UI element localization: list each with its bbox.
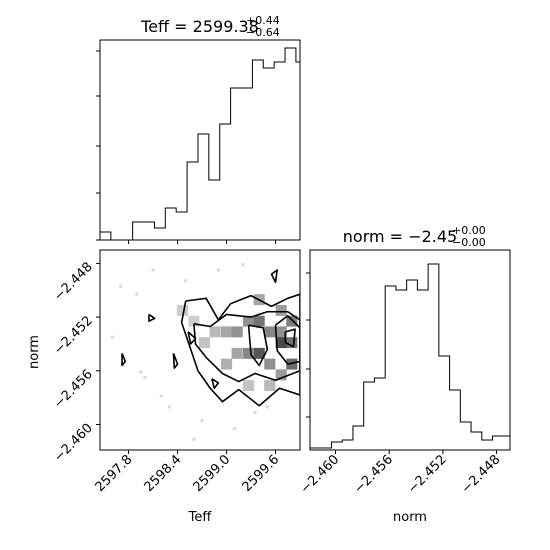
joint-density-xticks: 2597.8 2598.4 2599.0 2599.6 <box>93 450 283 495</box>
sample-point <box>143 376 147 380</box>
ytick-label: −2.452 <box>51 313 96 358</box>
density-cell <box>286 358 298 370</box>
density-cell <box>220 358 233 370</box>
norm-histogram-title: norm = −2.45 <box>343 227 457 246</box>
density-cell <box>198 337 211 349</box>
teff-histogram-xticks <box>128 240 277 244</box>
density-cell <box>243 380 255 392</box>
sample-point <box>253 410 257 414</box>
xtick-label: 2597.8 <box>93 452 136 495</box>
norm-title-main: norm = −2.45 <box>343 227 457 246</box>
xtick-label: −2.456 <box>351 452 396 497</box>
teff-title-main: Teff = 2599.38 <box>140 17 259 36</box>
teff-histogram-title: Teff = 2599.38 <box>140 17 259 36</box>
norm-histogram-xticks: −2.460 −2.456 −2.452 −2.448 <box>298 450 504 497</box>
density-cell <box>253 347 265 359</box>
sample-point <box>192 437 196 441</box>
teff-title-sup: +0.44 <box>246 14 280 27</box>
sample-point <box>151 268 155 272</box>
teff-histogram-panel: Teff = 2599.38 +0.44 −0.64 <box>96 14 301 244</box>
joint-density-xlabel: Teff <box>188 510 213 525</box>
density-cell <box>176 304 188 316</box>
density-cell <box>264 358 276 370</box>
density-cell <box>220 326 233 338</box>
contour-line <box>172 353 179 369</box>
norm-title-sup: +0.00 <box>452 224 486 237</box>
sample-points <box>110 263 269 441</box>
norm-title-sub: −0.00 <box>452 236 486 249</box>
xtick-label: 2599.0 <box>191 452 234 495</box>
joint-density-yticks: −2.448 −2.452 −2.456 −2.460 <box>51 260 100 466</box>
ytick-label: −2.460 <box>51 421 96 466</box>
contour-line <box>187 331 197 345</box>
density-cell <box>264 380 276 392</box>
contour-line <box>274 314 300 365</box>
density-cell <box>275 326 287 338</box>
contour-line <box>284 328 296 348</box>
density-cell <box>243 315 255 327</box>
teff-title-sub: −0.64 <box>246 26 280 39</box>
norm-histogram-xlabel: norm <box>393 510 427 525</box>
joint-density-frame <box>99 249 301 451</box>
contour-line <box>211 378 220 390</box>
contour-line <box>121 353 127 367</box>
sample-point <box>159 394 163 398</box>
density-cells <box>176 294 298 392</box>
sample-point <box>118 284 122 288</box>
teff-histogram-frame <box>99 39 301 241</box>
sample-point <box>216 268 220 272</box>
sample-point <box>265 405 269 409</box>
sample-point <box>241 263 245 267</box>
norm-histogram-steps <box>310 263 510 449</box>
contour-line <box>270 269 278 284</box>
density-cell <box>188 315 200 327</box>
contour-line <box>148 313 156 322</box>
ytick-label: −2.448 <box>51 260 96 305</box>
xtick-label: −2.460 <box>298 452 343 497</box>
xtick-label: −2.452 <box>405 452 450 497</box>
density-cell <box>231 326 243 338</box>
joint-density-panel: 2597.8 2598.4 2599.0 2599.6 −2.448−2.452−2.… <box>27 249 301 525</box>
ytick-label: −2.456 <box>51 367 96 412</box>
contour-line <box>247 324 269 367</box>
joint-density-ylabel: norm <box>27 335 42 369</box>
density-cell <box>275 337 287 349</box>
density-cell <box>243 347 255 359</box>
sample-point <box>139 370 143 374</box>
sample-point <box>110 335 114 339</box>
sample-point <box>200 418 204 422</box>
contour-line <box>180 293 300 407</box>
sample-point <box>135 292 139 296</box>
density-cell <box>209 326 221 338</box>
xtick-label: 2598.4 <box>142 452 185 495</box>
density-cell <box>231 347 243 359</box>
density-contours <box>121 269 300 407</box>
density-cell <box>275 304 287 316</box>
teff-histogram-steps <box>100 47 300 241</box>
sample-point <box>233 427 237 431</box>
sample-point <box>167 405 171 409</box>
norm-histogram-panel: −2.460 −2.456 −2.452 −2.448 norm = −2.45 +0… <box>298 224 511 525</box>
xtick-label: 2599.6 <box>240 452 283 495</box>
sample-point <box>184 279 188 283</box>
density-cell <box>253 315 265 327</box>
density-cell <box>286 337 298 349</box>
density-cell <box>275 369 287 381</box>
norm-histogram-frame <box>309 249 511 451</box>
norm-histogram-yticks <box>306 272 310 418</box>
density-cell <box>286 315 298 327</box>
density-cell <box>264 326 276 338</box>
teff-histogram-yticks <box>96 50 100 241</box>
contour-line <box>193 310 300 383</box>
xtick-label: −2.448 <box>459 452 504 497</box>
